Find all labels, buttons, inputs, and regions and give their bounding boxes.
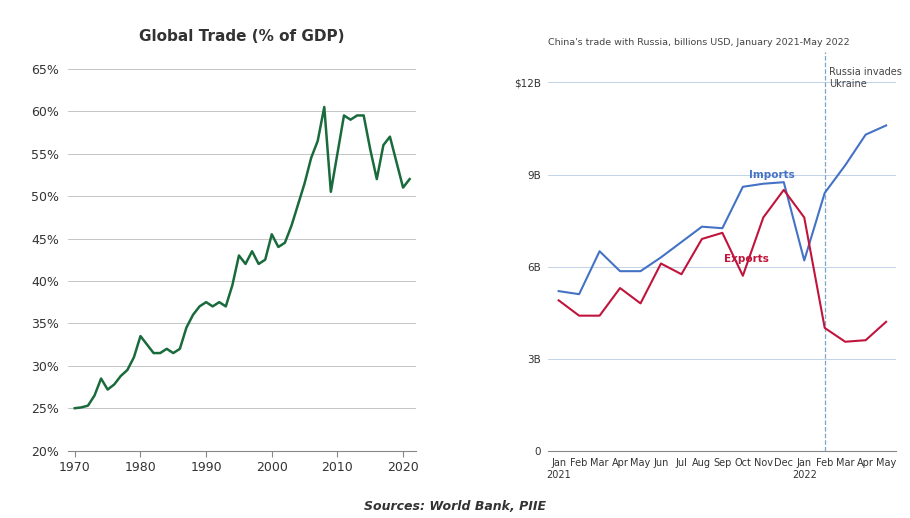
Text: Sources: World Bank, PIIE: Sources: World Bank, PIIE	[364, 500, 546, 513]
Text: Imports: Imports	[749, 169, 794, 180]
Title: Global Trade (% of GDP): Global Trade (% of GDP)	[139, 28, 345, 44]
Text: Russia invades
Ukraine: Russia invades Ukraine	[829, 67, 902, 89]
Text: China's trade with Russia, billions USD, January 2021-May 2022: China's trade with Russia, billions USD,…	[549, 38, 850, 47]
Text: Exports: Exports	[724, 254, 769, 264]
